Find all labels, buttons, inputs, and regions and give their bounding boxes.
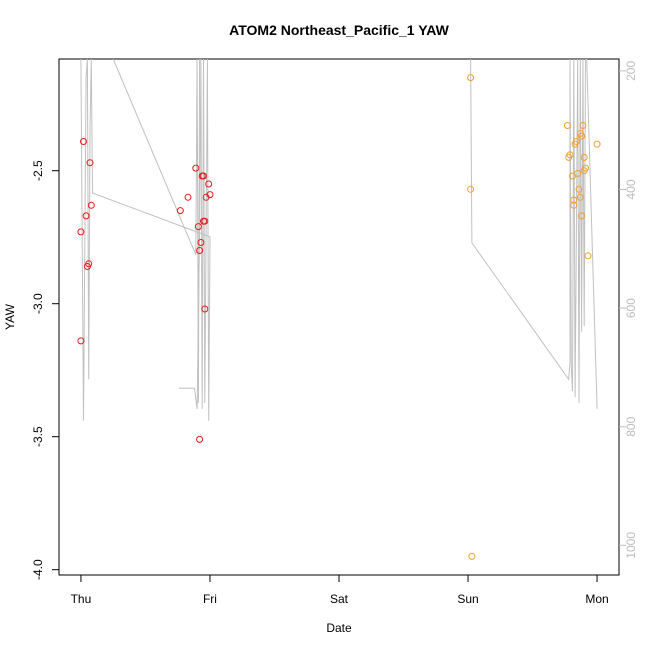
red-point-7: [86, 159, 94, 167]
orange-point-16: [578, 132, 586, 140]
orange-point-22: [584, 252, 592, 260]
orange-point-17: [578, 212, 586, 220]
gray-line-2: [112, 59, 201, 404]
chart-title: ATOM2 Northeast_Pacific_1 YAW: [229, 22, 449, 38]
red-point-15: [197, 239, 205, 246]
y-tick-label-3: -3.0: [31, 293, 45, 314]
red-point-11: [192, 164, 200, 172]
gray-line-3: [470, 59, 598, 409]
plot-area: [58, 58, 620, 576]
red-point-6: [85, 260, 93, 268]
y-tick-label-2: -3.5: [31, 426, 45, 447]
red-point-10: [184, 193, 192, 201]
red-point-22: [205, 180, 213, 188]
orange-point-13: [575, 185, 583, 193]
x-tick-label-mon: Mon: [585, 592, 608, 606]
y2-tick-label-5: 1000: [624, 532, 638, 559]
red-point-13: [196, 435, 204, 443]
y2-tick-label-2: 400: [624, 179, 638, 199]
x-tick-label-fri: Fri: [203, 592, 217, 606]
red-point-14: [196, 247, 204, 254]
right-y-axis: 200 400 600 800 1000: [619, 61, 638, 559]
red-point-4: [82, 212, 90, 220]
orange-point-9: [570, 201, 578, 209]
orange-point-12: [574, 169, 582, 177]
y-tick-label-1: -4.0: [31, 559, 45, 580]
points-layer: [77, 74, 601, 560]
y-axis: -4.0 -3.5 -3.0 -2.5: [31, 160, 59, 580]
x-tick-label-thu: Thu: [71, 592, 92, 606]
orange-point-11: [572, 138, 580, 145]
red-point-9: [176, 207, 184, 215]
orange-point-15: [576, 193, 584, 201]
x-tick-label-sat: Sat: [330, 592, 349, 606]
gray-line-1: [80, 59, 211, 421]
red-point-23: [206, 191, 214, 199]
orange-point-19: [580, 153, 588, 161]
red-point-12: [194, 223, 202, 231]
orange-point-18: [579, 122, 587, 129]
orange-point-2: [467, 185, 475, 193]
x-axis-label: Date: [326, 621, 352, 635]
x-tick-label-sun: Sun: [457, 592, 478, 606]
orange-point-23: [593, 140, 601, 148]
line-series-layer: [80, 59, 598, 421]
red-point-3: [80, 138, 87, 145]
x-axis: Thu Fri Sat Sun Mon: [71, 574, 609, 606]
orange-point-6: [566, 151, 574, 159]
red-point-19: [201, 217, 209, 225]
orange-point-4: [563, 122, 571, 129]
y2-tick-label-1: 200: [624, 61, 638, 81]
y-tick-label-4: -2.5: [31, 160, 45, 181]
y-axis-label: YAW: [3, 303, 17, 330]
orange-point-3: [468, 552, 476, 560]
red-point-2: [77, 337, 85, 345]
orange-point-8: [570, 196, 578, 204]
red-point-8: [87, 201, 95, 209]
y2-tick-label-3: 600: [624, 298, 638, 318]
red-point-17: [200, 172, 207, 180]
y2-tick-label-4: 800: [624, 416, 638, 436]
red-point-20: [201, 305, 209, 313]
orange-point-21: [582, 164, 589, 172]
red-point-1: [77, 228, 85, 236]
orange-point-1: [467, 74, 475, 82]
